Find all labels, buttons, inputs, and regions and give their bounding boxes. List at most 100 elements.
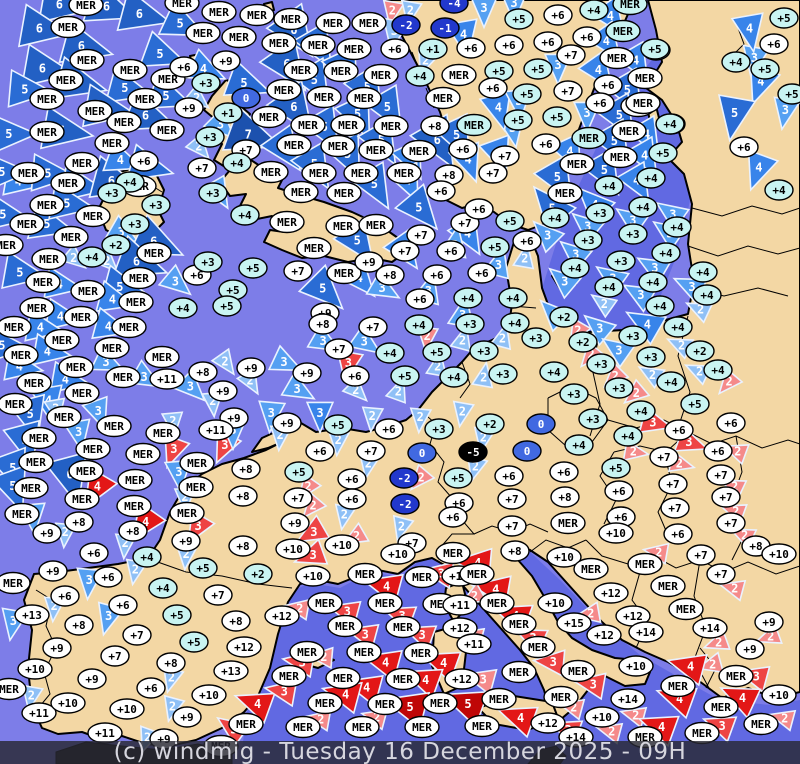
wind-force-value: 3 — [319, 334, 326, 348]
sea-label: MER — [323, 59, 359, 83]
temperature-value: +4 — [140, 551, 154, 564]
temperature-label: 0 — [231, 87, 261, 109]
temperature-label: +6 — [422, 264, 452, 286]
label-oval — [688, 261, 718, 283]
wind-arrow-shape — [392, 514, 415, 544]
temperature-value: +5 — [492, 65, 505, 78]
wind-force-value: 2 — [70, 251, 77, 265]
wind-force-value: 2 — [181, 490, 188, 504]
wind-force-value: 6 — [142, 109, 149, 123]
sea-label: MER — [315, 11, 351, 35]
temperature-label: +4 — [453, 287, 483, 309]
temperature-value: +1 — [221, 107, 235, 120]
label-oval — [221, 25, 257, 49]
temperature-value: +12 — [594, 629, 614, 642]
wind-force-value: 3 — [544, 229, 551, 243]
sea-label: MER — [75, 204, 111, 228]
temperature-value: +3 — [149, 199, 162, 212]
wind-force-value: 3 — [281, 684, 288, 698]
wind-force-value: 2 — [521, 252, 528, 266]
wind-arrow: 2 — [452, 400, 476, 429]
label-oval — [680, 393, 710, 415]
temperature-label: +4 — [721, 51, 751, 73]
wind-force-value: 2 — [365, 456, 372, 470]
wind-force-value: 2 — [373, 711, 380, 725]
temperature-value: +5 — [550, 111, 563, 124]
wind-force-value: 3 — [86, 573, 93, 587]
temperature-value: +5 — [488, 241, 501, 254]
sea-label-text: MER — [274, 84, 294, 97]
sea-label: MER — [464, 714, 500, 738]
wind-force-value: 2 — [725, 375, 732, 389]
sea-label-text: MER — [177, 507, 197, 520]
temperature-value: +3 — [567, 388, 580, 401]
sea-label-text: MER — [78, 285, 98, 298]
temperature-label: +13 — [213, 660, 249, 682]
label-oval — [226, 636, 262, 658]
temperature-label: +7 — [390, 240, 420, 262]
temperature-label: +4 — [439, 366, 469, 388]
label-oval — [539, 361, 569, 383]
wind-force-value: 3 — [554, 58, 561, 72]
wind-arrow-shape — [280, 371, 316, 400]
wind-arrow-shape — [116, 0, 173, 32]
sea-label: MER — [269, 210, 305, 234]
temperature-value: +8 — [428, 120, 441, 133]
temperature-value: +7 — [719, 491, 732, 504]
label-oval — [521, 327, 551, 349]
temperature-label: +14 — [692, 617, 728, 639]
sea-label: MER — [9, 212, 45, 236]
temperature-value: +7 — [414, 229, 427, 242]
temperature-value: +7 — [561, 85, 574, 98]
temperature-value: +14 — [636, 626, 656, 639]
sea-label-text: MER — [393, 673, 413, 686]
temperature-value: +3 — [614, 255, 627, 268]
label-oval — [706, 563, 736, 585]
temperature-value: +7 — [694, 549, 707, 562]
sea-label-text: MER — [328, 140, 348, 153]
wind-arrow: 2 — [590, 294, 619, 319]
temperature-value: +8 — [72, 619, 85, 632]
temperature-label: +14 — [610, 688, 646, 710]
sea-label-text: MER — [472, 720, 492, 733]
sea-label-text: MER — [692, 727, 712, 740]
wind-force-value: 3 — [345, 356, 352, 370]
sea-label-text: MER — [259, 111, 279, 124]
label-oval — [132, 546, 162, 568]
temperature-value: +6 — [87, 547, 101, 560]
wind-arrow: 5 — [393, 182, 439, 231]
label-oval — [172, 706, 202, 728]
sea-label: MER — [283, 180, 319, 204]
wind-force-value: 5 — [21, 83, 28, 97]
temperature-label: +6 — [438, 506, 468, 528]
temperature-label: +10 — [191, 684, 227, 706]
temperature-value: 0 — [524, 445, 531, 458]
wind-force-value: 2 — [741, 529, 748, 543]
wind-arrow: 6 — [116, 0, 173, 32]
temperature-value: +6 — [472, 203, 486, 216]
label-oval — [0, 571, 31, 595]
sea-label-text: MER — [635, 558, 655, 571]
sea-label: MER — [611, 119, 647, 143]
label-oval — [404, 565, 440, 589]
label-oval — [735, 638, 765, 660]
wind-force-value: 3 — [572, 247, 579, 261]
label-oval — [70, 279, 106, 303]
temperature-value: +7 — [668, 502, 681, 515]
label-oval — [29, 120, 65, 144]
label-oval — [79, 542, 109, 564]
temperature-label: +9 — [236, 357, 266, 379]
label-oval — [221, 610, 251, 632]
label-oval — [208, 380, 238, 402]
label-oval — [280, 512, 310, 534]
temperature-label: +12 — [593, 582, 629, 604]
label-oval — [290, 113, 326, 137]
temperature-value: +4 — [461, 292, 475, 305]
temperature-value: +4 — [506, 292, 520, 305]
temperature-value: +5 — [531, 63, 544, 76]
temperature-label: +6 — [664, 419, 694, 441]
label-oval — [426, 180, 456, 202]
wind-force-value: 3 — [309, 548, 316, 562]
sea-label: MER — [169, 501, 205, 525]
sea-label: MER — [63, 305, 99, 329]
